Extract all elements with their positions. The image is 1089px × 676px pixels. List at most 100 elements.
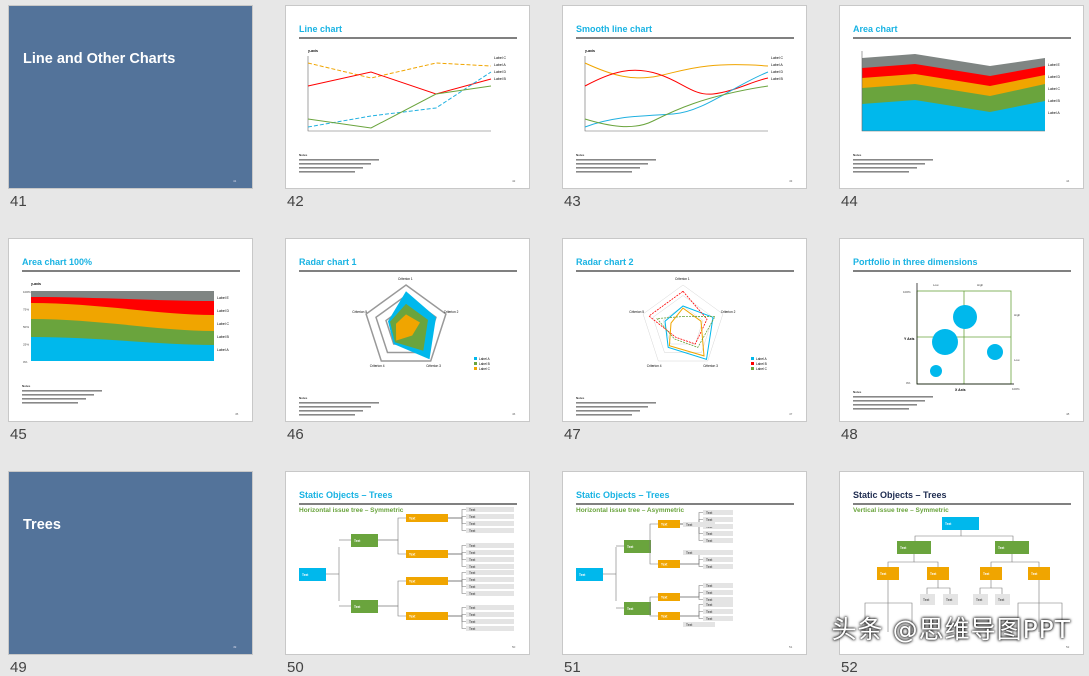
slide-text: Text — [686, 623, 693, 627]
slide-text: Text — [661, 522, 668, 526]
slide-text: Label A — [479, 357, 491, 361]
slide-text: Text — [409, 579, 416, 583]
slide-preview[interactable]: Static Objects – Trees Horizontal issue t… — [285, 471, 530, 655]
slide-preview[interactable]: Line chart 42 y-axis Label C Label A Label D L… — [285, 5, 530, 189]
slide-text: Text — [706, 584, 713, 588]
slide-text: Label A — [756, 357, 768, 361]
slide-text: Text — [469, 515, 476, 519]
slide-text: Criterion 1 — [675, 277, 690, 281]
slide-text: High — [1014, 313, 1021, 317]
svg-text:50: 50 — [512, 645, 516, 649]
slide-text: Text — [686, 523, 693, 527]
slide-text: Text — [706, 591, 713, 595]
slide-text: Text — [579, 573, 586, 577]
slide-text: Criterion 3 — [703, 364, 718, 368]
slide-number: 50 — [287, 659, 304, 676]
slide-text: Text — [998, 546, 1005, 550]
slide-preview[interactable]: Smooth line chart 43 y-axis Label C Label A L… — [562, 5, 807, 189]
slide-preview[interactable]: Portfolio in three dimensions 48 Y Axis X A… — [839, 238, 1084, 422]
slide-preview[interactable]: Static Objects – Trees Horizontal issue t… — [562, 471, 807, 655]
slide-text: Label B — [756, 362, 767, 366]
slide-text: Y Axis — [904, 337, 915, 341]
slide-thumbnail-45[interactable]: Area chart 100% 45 y-axis 100% 75% 50% 25% 0% La… — [8, 238, 253, 443]
slide-text: Text — [706, 598, 713, 602]
slide-text: Label B — [494, 77, 507, 81]
slide-text: Label B — [1048, 99, 1061, 103]
slide-text: Text — [686, 551, 693, 555]
slide-text: Portfolio in three dimensions — [853, 257, 978, 267]
slide-text: Label C — [479, 367, 491, 371]
slide-number: 47 — [564, 426, 581, 443]
slide-thumbnail-42[interactable]: Line chart 42 y-axis Label C Label A Label D L… — [285, 5, 530, 210]
slide-text: 0% — [906, 381, 911, 385]
slide-preview[interactable]: Area chart 100% 45 y-axis 100% 75% 50% 25% 0% La… — [8, 238, 253, 422]
svg-text:41: 41 — [233, 179, 237, 183]
slide-thumbnail-49[interactable]: Trees 49 49 — [8, 471, 253, 676]
slide-text: Text — [946, 598, 953, 602]
slide-text: Text — [706, 603, 713, 607]
slide-number: 46 — [287, 426, 304, 443]
slide-text: Text — [706, 511, 713, 515]
slide-text: Criterion 3 — [426, 364, 441, 368]
slide-text: Notes — [853, 390, 862, 394]
svg-text:48: 48 — [1066, 412, 1070, 416]
slide-text: Text — [469, 578, 476, 582]
slide-text: Text — [409, 516, 416, 520]
slide-thumbnail-41[interactable]: Line and Other Charts 41 41 — [8, 5, 253, 210]
slide-text: Radar chart 1 — [299, 257, 357, 267]
slide-preview[interactable]: Radar chart 1 46 Criterion 1 Criterion 2 Cri… — [285, 238, 530, 422]
slide-number: 43 — [564, 193, 581, 210]
slide-text: Text — [469, 558, 476, 562]
slide-text: Text — [627, 607, 634, 611]
slide-text: Text — [469, 508, 476, 512]
slide-preview[interactable]: Radar chart 2 47 Criterion 1 Criterion 2 Cri… — [562, 238, 807, 422]
slide-thumbnail-50[interactable]: Static Objects – Trees Horizontal issue t… — [285, 471, 530, 676]
slide-text: Text — [409, 614, 416, 618]
slide-thumbnail-51[interactable]: Static Objects – Trees Horizontal issue t… — [562, 471, 807, 676]
slide-text: Label D — [771, 70, 784, 74]
slide-text: 75% — [23, 308, 29, 312]
slide-text: Text — [469, 606, 476, 610]
slide-number: 42 — [287, 193, 304, 210]
svg-text:43: 43 — [789, 179, 793, 183]
watermark: 头条 @思维导图PPT — [831, 615, 1071, 644]
slide-text: Text — [923, 598, 930, 602]
slide-text: y-axis — [308, 49, 318, 53]
slide-preview[interactable]: Area chart 44 Label E Label D Label C Label B… — [839, 5, 1084, 189]
svg-text:44: 44 — [1066, 179, 1070, 183]
slide-text: Text — [302, 573, 309, 577]
svg-text:42: 42 — [512, 179, 516, 183]
slide-thumbnail-46[interactable]: Radar chart 1 46 Criterion 1 Criterion 2 Cri… — [285, 238, 530, 443]
slide-thumbnail-52[interactable]: Static Objects – Trees Vertical issue tre… — [839, 471, 1084, 676]
slide-thumbnail-48[interactable]: Portfolio in three dimensions 48 Y Axis X A… — [839, 238, 1084, 443]
slide-text: Radar chart 2 — [576, 257, 634, 267]
svg-text:51: 51 — [789, 645, 793, 649]
slide-text: Criterion 5 — [629, 310, 644, 314]
slide-text: Text — [900, 546, 907, 550]
slide-text: Notes — [576, 396, 585, 400]
slide-text: Text — [998, 598, 1005, 602]
slide-text: Text — [469, 551, 476, 555]
slide-text: Text — [469, 565, 476, 569]
slide-text: Text — [706, 532, 713, 536]
slide-preview[interactable]: Static Objects – Trees Vertical issue tre… — [839, 471, 1084, 655]
slide-preview[interactable]: Trees 49 — [8, 471, 253, 655]
slide-text: Label B — [771, 77, 784, 81]
slide-text: Text — [706, 539, 713, 543]
slide-text: Text — [354, 605, 361, 609]
slide-text: Label C — [756, 367, 768, 371]
slide-thumbnail-47[interactable]: Radar chart 2 47 Criterion 1 Criterion 2 Cri… — [562, 238, 807, 443]
slide-text: Horizontal issue tree – Asymmetric — [576, 507, 685, 514]
slide-text: Static Objects – Trees — [853, 490, 947, 500]
slide-text: Trees — [23, 517, 61, 533]
slide-text: Label D — [494, 70, 507, 74]
slide-text: Text — [469, 613, 476, 617]
slide-thumbnail-44[interactable]: Area chart 44 Label E Label D Label C Label B… — [839, 5, 1084, 210]
slide-text: Line and Other Charts — [23, 51, 175, 67]
slide-text: Text — [1031, 572, 1038, 576]
slide-text: Label D — [1048, 75, 1061, 79]
slide-preview[interactable]: Line and Other Charts 41 — [8, 5, 253, 189]
slide-thumbnail-43[interactable]: Smooth line chart 43 y-axis Label C Label A L… — [562, 5, 807, 210]
slide-text: Line chart — [299, 24, 342, 34]
slide-text: Text — [930, 572, 937, 576]
